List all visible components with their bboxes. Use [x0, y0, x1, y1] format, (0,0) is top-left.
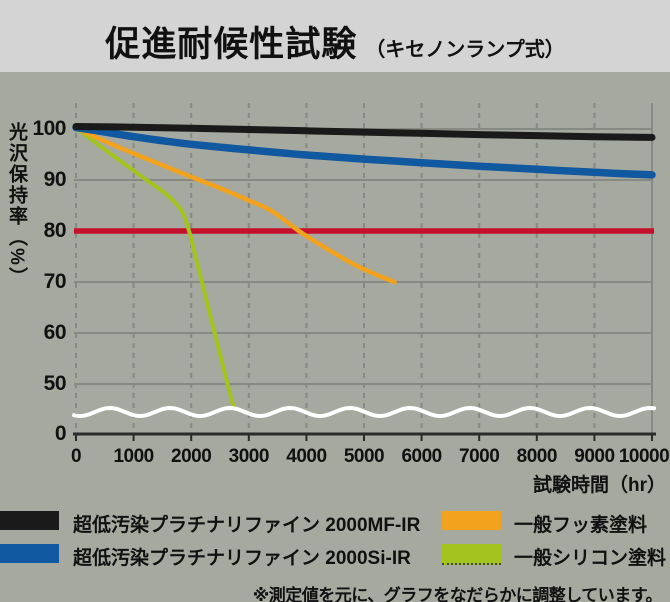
legend-label-2000si-ir: 超低汚染プラチナリファイン 2000Si-IR [73, 548, 411, 569]
x-tick-label: 8000 [516, 446, 558, 467]
x-tick-label: 5000 [343, 446, 385, 467]
title-bar: 促進耐候性試験 （キセノンランプ式） [0, 0, 670, 72]
y-tick-label: 100 [32, 117, 66, 140]
series-line-0 [72, 123, 656, 141]
y-tick-label: 60 [43, 321, 67, 344]
legend-label-fusso: 一般フッ素塗料 [514, 515, 648, 536]
y-tick-label: 90 [43, 168, 67, 191]
y-axis-title: 光沢保持率（%） [6, 122, 27, 288]
series-line-1 [72, 123, 656, 179]
x-tick-label: 7000 [459, 446, 500, 467]
x-tick-label: 3000 [228, 446, 270, 467]
legend-swatch-silicon [442, 544, 501, 565]
legend-swatch-2000mf-ir [0, 511, 59, 530]
page-title-sub: （キセノンランプ式） [365, 39, 565, 61]
x-axis-title: 試験時間（hr） [532, 475, 666, 496]
footnote: ※測定値を元に、グラフをなだらかに調整しています。 [252, 586, 663, 602]
y-tick-label: 80 [43, 219, 67, 242]
x-tick-label: 9000 [574, 446, 615, 467]
y-tick-label: 50 [43, 372, 67, 395]
x-tick-label: 6000 [401, 446, 442, 467]
axis-break-wave [72, 405, 656, 419]
x-tick-label: 2000 [171, 446, 212, 467]
x-tick-label: 10000 [618, 446, 670, 467]
y-tick-label: 0 [54, 422, 67, 445]
legend-label-2000mf-ir: 超低汚染プラチナリファイン 2000MF-IR [73, 515, 421, 536]
x-tick-label: 4000 [286, 446, 327, 467]
legend-swatch-2000si-ir [0, 544, 59, 563]
page-title: 促進耐候性試験 [105, 25, 358, 64]
x-tick-label: 1000 [113, 446, 154, 467]
series-line-3 [74, 126, 236, 411]
x-tick-label: 0 [70, 446, 82, 467]
legend-label-silicon: 一般シリコン塗料 [514, 548, 667, 569]
y-tick-label: 70 [43, 270, 67, 293]
legend-swatch-fusso [442, 511, 501, 530]
series-line-2 [73, 125, 397, 285]
